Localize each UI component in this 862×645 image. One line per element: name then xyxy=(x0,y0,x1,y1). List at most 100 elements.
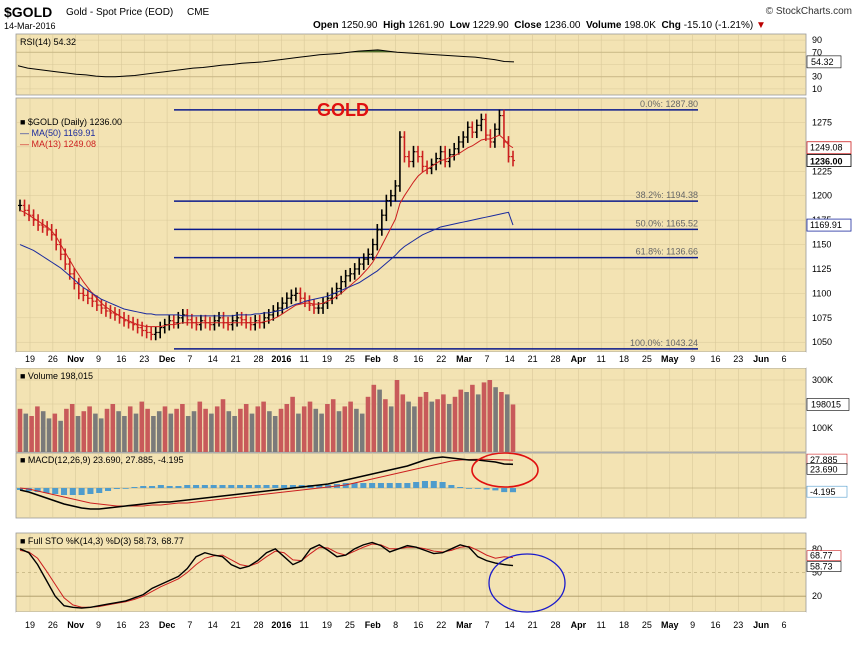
macd-histogram-bar xyxy=(272,485,279,488)
x-tick-label: 8 xyxy=(393,354,398,364)
volume-bar xyxy=(458,389,464,452)
x-tick-label: May xyxy=(661,354,679,364)
x-tick-label: 21 xyxy=(528,620,538,630)
macd-histogram-bar xyxy=(113,488,120,489)
volume-bar xyxy=(214,406,220,452)
volume-bar xyxy=(17,408,23,452)
x-tick-label: 26 xyxy=(48,620,58,630)
volume-bar xyxy=(377,389,382,452)
macd-histogram-bar xyxy=(16,488,24,490)
volume-bar xyxy=(319,413,324,452)
x-tick-label: 28 xyxy=(253,354,263,364)
volume-bar xyxy=(203,408,208,452)
x-tick-label: 25 xyxy=(345,354,355,364)
ma50-value-tag-text: 1169.91 xyxy=(810,220,842,230)
x-tick-label: 21 xyxy=(231,620,241,630)
volume-bar xyxy=(383,399,388,452)
volume-bar xyxy=(388,406,394,452)
macd-signal-tag-text: 27.885 xyxy=(810,455,838,465)
macd-histogram-bar xyxy=(237,485,244,488)
macd-histogram-bar xyxy=(219,485,226,488)
volume-bar xyxy=(58,420,63,452)
macd-histogram-bar xyxy=(201,485,208,488)
macd-histogram-bar xyxy=(492,488,499,491)
volume-bar xyxy=(87,406,92,452)
volume-bar xyxy=(493,387,498,452)
macd-hist-tag-text: -4.195 xyxy=(810,487,836,497)
x-tick-label: 21 xyxy=(528,354,538,364)
volume-bar xyxy=(412,406,417,452)
x-tick-label: 14 xyxy=(208,354,218,364)
volume-bar xyxy=(23,413,29,452)
x-tick-label: 9 xyxy=(96,620,101,630)
close-value: 1236.00 xyxy=(544,20,581,31)
sto-d-tag xyxy=(806,550,842,561)
macd-label: ■ MACD(12,26,9) 23.690, 27.885, -4.195 xyxy=(20,455,184,465)
x-tick-label: 16 xyxy=(413,354,423,364)
volume-bar xyxy=(371,384,377,452)
x-tick-label: 19 xyxy=(25,354,35,364)
macd-histogram-bar xyxy=(395,483,402,488)
macd-histogram-bar xyxy=(501,488,508,493)
macd-line xyxy=(19,456,514,510)
volume-bar xyxy=(127,406,133,452)
price-tick-label: 1050 xyxy=(812,337,832,347)
volume-bar xyxy=(110,404,116,452)
volume-bar xyxy=(435,399,440,452)
rsi-tick-label: 70 xyxy=(812,47,822,57)
x-tick-label: 11 xyxy=(597,354,606,364)
macd-histogram-bar xyxy=(483,488,490,490)
x-tick-label: Apr xyxy=(571,620,587,630)
volume-bar xyxy=(406,401,411,452)
macd-histogram-bar xyxy=(386,483,393,488)
macd-histogram-bar xyxy=(421,481,428,488)
sto-d-line xyxy=(19,543,514,608)
x-tick-label: 28 xyxy=(551,620,561,630)
annotation-blue-circle xyxy=(488,553,566,613)
volume-bar xyxy=(470,384,475,452)
x-tick-label: 14 xyxy=(505,620,515,630)
close-label: Close xyxy=(514,20,542,31)
volume-bar xyxy=(441,394,446,452)
volume-bar xyxy=(359,413,365,452)
x-tick-label: 28 xyxy=(551,354,561,364)
macd-histogram-bar xyxy=(43,488,50,493)
chart-title: GOLD xyxy=(317,100,369,120)
macd-value-tag-text: 23.690 xyxy=(810,464,838,474)
x-tick-label: 9 xyxy=(96,354,101,364)
volume-value-tag-text: 198015 xyxy=(811,399,841,409)
x-tick-label: 26 xyxy=(48,354,58,364)
x-tick-label: 19 xyxy=(322,354,332,364)
x-tick-label: 22 xyxy=(436,620,446,630)
volume-bar xyxy=(417,396,423,452)
open-label: Open xyxy=(313,20,339,31)
x-tick-label: 28 xyxy=(253,620,263,630)
volume-bar xyxy=(307,401,313,452)
x-tick-label: Dec xyxy=(159,354,176,364)
x-tick-label: 16 xyxy=(116,354,126,364)
volume-bar xyxy=(261,401,266,452)
x-axis-strip-0 xyxy=(16,352,806,368)
x-tick-label: 11 xyxy=(300,354,309,364)
ma13-line xyxy=(19,134,514,328)
x-tick-label: 23 xyxy=(733,620,743,630)
volume-bar xyxy=(423,392,429,452)
chg-label: Chg xyxy=(661,20,681,31)
x-tick-label: Jun xyxy=(753,620,769,630)
volume-bar xyxy=(313,408,319,452)
x-tick-label: 23 xyxy=(139,620,149,630)
macd-histogram-bar xyxy=(509,488,517,493)
volume-bar xyxy=(168,413,174,452)
ohlc-readout: Open 1250.90 High 1261.90 Low 1229.90 Cl… xyxy=(313,20,766,31)
volume-bar xyxy=(243,404,249,452)
macd-histogram-bar xyxy=(210,485,217,488)
sto-label: ■ Full STO %K(14,3) %D(3) 58.73, 68.77 xyxy=(20,536,184,546)
volume-bar xyxy=(174,408,179,452)
macd-histogram-bar xyxy=(175,486,182,488)
x-tick-label: Mar xyxy=(456,620,473,630)
volume-bar xyxy=(336,411,342,452)
volume-bar xyxy=(98,418,104,452)
volume-bar xyxy=(354,408,359,452)
panel-macd xyxy=(15,452,807,519)
volume-bar xyxy=(481,382,487,452)
